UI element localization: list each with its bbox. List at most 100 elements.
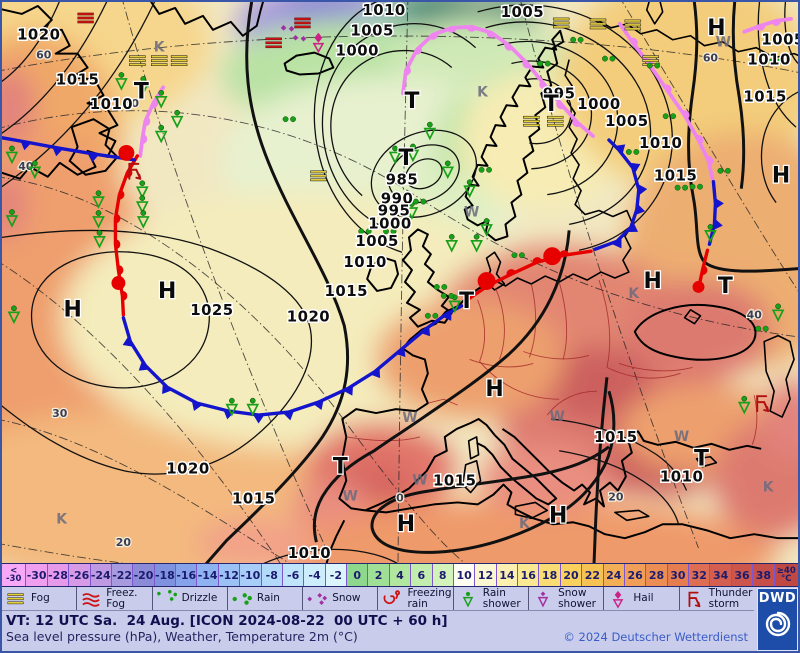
watermark-letter: W [550,409,565,425]
low-pressure-center: T [333,455,348,480]
graticule-label: 60 [703,52,719,65]
legend-item-thunderstorm: Thunder storm [680,587,754,610]
scale-cell: -24 [90,564,112,586]
scale-cell: -16 [176,564,198,586]
watermark-letter: K [56,511,68,527]
validity-time: VT: 12 UTC Sa. 24 Aug. [ICON 2024-08-22 … [6,613,448,629]
watermark-letter: K [628,286,640,302]
scale-cell: 32 [689,564,711,586]
legend-label: Snow shower [558,587,596,610]
fog-icon [129,55,146,66]
low-pressure-center: T [694,447,709,472]
watermark-letter: K [154,40,166,56]
scale-cell: -26 [69,564,91,586]
freezing-fog-icon [82,592,101,607]
scale-cell: < -30 [2,564,27,586]
legend-label: Rain [256,592,280,605]
isobar-label: 1015 [325,282,368,300]
snow-icon [307,592,328,605]
dwd-spiral-icon [765,611,790,637]
isobar-label: 1010 [660,468,703,486]
watermark-letter: K [519,516,531,532]
high-pressure-center: H [485,377,503,402]
chart-description: Sea level pressure (hPa), Weather, Tempe… [6,629,358,644]
watermark-letter: W [343,488,358,504]
scale-cell: ≥40 °C [774,564,798,586]
legend-item-rain: Rain [228,587,304,610]
scale-cell: -30 [26,564,48,586]
high-pressure-center: H [707,16,725,41]
scale-cell: 24 [603,564,625,586]
freezing-fog-icon [77,12,94,24]
low-pressure-center: T [544,92,559,117]
scale-cell: 36 [731,564,754,586]
scale-cell: 10 [453,564,476,586]
isobar-label: 1020 [166,460,209,478]
isobar-label: 1010 [362,2,405,19]
freezing-rain-icon [383,589,401,604]
isobar-label: 1010 [639,134,682,152]
graticule-label: 60 [36,49,52,62]
graticule-label: 0 [396,491,404,504]
low-pressure-center: T [718,274,733,299]
low-pressure-center: T [459,289,474,314]
legend-item-fog: Fog [2,587,78,610]
isobar-label: 985 [386,171,419,189]
watermark-letter: W [716,35,731,51]
graticule-label: 30 [52,407,68,420]
legend-label: Hail [633,592,654,605]
isobar-label: 1000 [335,42,378,60]
temperature-scale: < -30 -30 -28 -26 -24 -22 -20 -18 -16 -14 -12 -10 -8… [2,563,798,587]
freezing-fog-icon [294,17,311,29]
scale-cell: 0 [347,564,369,586]
scale-cell: -6 [282,564,305,586]
isobar-label: 1000 [368,214,411,232]
isobar-label: 1005 [355,232,398,250]
legend-item-freezing-rain: Freezing rain [378,587,454,610]
map-watermark-letters: K K K K K K W W W W W W W [56,35,774,533]
copyright: © 2024 Deutscher Wetterdienst [563,630,748,644]
scale-cell: -20 [133,564,155,586]
scale-cell: 6 [411,564,433,586]
scale-cell: -12 [218,564,241,586]
legend-label: Rain shower [482,587,521,610]
fog-icon [589,18,607,30]
warm-front-bulges [111,144,705,293]
high-pressure-center: H [644,269,662,294]
graticule-label: 20 [116,536,132,549]
watermark-letter: W [464,204,479,220]
isobar-label: 1000 [577,95,620,113]
scale-cell: 22 [582,564,604,586]
hail-icon [613,589,624,608]
isobar-label: 1015 [433,472,476,490]
legend-label: Snow [332,592,361,605]
scale-cell: 34 [710,564,732,586]
isobar-label: 1010 [747,51,790,69]
fog-icon [624,19,642,31]
dwd-logo-text: DWD [758,591,797,606]
isobar-label: 990 [381,190,414,208]
watermark-letter: W [674,429,689,445]
isobar-label: 1015 [232,489,275,507]
scale-cell: 14 [496,564,519,586]
legend-label: Drizzle [181,592,218,605]
isobar-label: 1020 [287,308,330,326]
legend-item-rain-shower: Rain shower [454,587,530,610]
scale-cell: 16 [518,564,540,586]
high-pressure-center: H [158,279,176,304]
fog-icon [151,55,168,66]
high-pressure-center: H [549,503,567,528]
scale-cell: 4 [389,564,412,586]
scale-cell: -14 [197,564,219,586]
scale-cell: 20 [560,564,583,586]
watermark-letter: K [477,84,489,100]
isobar-label: 1020 [17,26,60,44]
isobar-label: 1015 [56,70,99,88]
fog-icon [523,115,540,127]
legend-item-freezing-fog: Freez. Fog [77,587,153,610]
scale-cell: -22 [111,564,134,586]
isobar-label: 1005 [350,22,393,40]
